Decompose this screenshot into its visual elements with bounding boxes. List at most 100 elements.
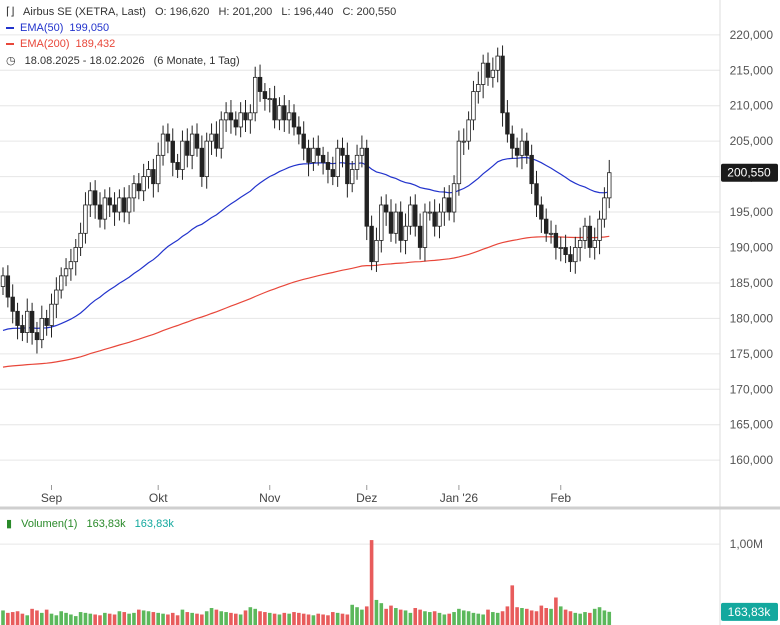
volume-label: Volumen(1) xyxy=(21,518,78,530)
volume-bar xyxy=(432,611,437,625)
volume-bar xyxy=(520,608,524,625)
candle-body xyxy=(325,162,331,170)
candle-body xyxy=(427,211,432,214)
candle-body xyxy=(602,197,607,220)
candle-body xyxy=(573,247,578,263)
candle-body xyxy=(267,98,272,101)
volume-bar xyxy=(578,613,582,625)
price-tick-label: 180,000 xyxy=(730,311,774,325)
candle-body xyxy=(219,119,224,149)
candle-body xyxy=(442,197,447,213)
candle-body xyxy=(558,247,563,249)
volume-bar xyxy=(481,614,485,625)
volume-bar xyxy=(437,612,442,625)
volume-bar xyxy=(30,608,34,625)
candle-body xyxy=(461,140,466,143)
legend-range: ◷ 18.08.2025 - 18.02.2026 (6 Monate, 1 T… xyxy=(6,54,246,67)
volume-bar xyxy=(364,606,369,625)
candle-body xyxy=(597,218,602,241)
volume-bar xyxy=(403,610,408,625)
candle-body xyxy=(20,325,25,333)
clock-icon: ◷ xyxy=(6,55,16,67)
volume-bar xyxy=(1,610,5,625)
volume-bar xyxy=(20,613,25,625)
volume-bar xyxy=(200,614,204,625)
last-volume-badge xyxy=(721,602,778,621)
candle-body xyxy=(151,169,156,185)
candle-body xyxy=(316,147,321,156)
candle-body xyxy=(408,204,413,227)
volume-bar xyxy=(525,608,529,625)
candle-body xyxy=(519,140,525,156)
volume-bar xyxy=(413,608,418,625)
date-range: 18.08.2025 - 18.02.2026 xyxy=(24,55,145,67)
candle-body xyxy=(73,247,78,263)
volume-bar xyxy=(69,614,73,625)
candle-body xyxy=(446,197,452,213)
candle-body xyxy=(204,140,209,178)
volume-tick-label: 1,00M xyxy=(730,537,763,551)
volume-bar xyxy=(272,613,277,625)
volume-bar xyxy=(238,614,243,625)
candle-body xyxy=(189,133,195,156)
legend-volume: ▮ Volumen(1) 163,83k 163,83k xyxy=(6,517,180,530)
candle-body xyxy=(10,296,15,312)
volume-value-alt: 163,83k xyxy=(134,518,174,530)
volume-bar xyxy=(253,608,257,625)
price-tick-label: 175,000 xyxy=(730,347,774,361)
volume-bar xyxy=(355,607,359,625)
candle-body xyxy=(54,289,59,305)
volume-bar xyxy=(73,616,78,625)
candle-body xyxy=(107,197,112,206)
last-price-badge-text: 200,550 xyxy=(727,166,771,180)
legend-instrument: ⌈⌋ Airbus SE (XETRA, Last) O: 196,620 H:… xyxy=(6,5,402,18)
volume-bar xyxy=(558,606,563,625)
price-tick-label: 220,000 xyxy=(730,28,774,42)
volume-bar xyxy=(335,612,340,625)
volume-bar xyxy=(204,611,209,625)
candle-body xyxy=(262,91,268,100)
volume-bar xyxy=(316,613,321,625)
candle-body xyxy=(277,105,282,121)
volume-bar xyxy=(137,609,141,625)
volume-bar xyxy=(539,605,544,625)
candle-body xyxy=(117,197,122,213)
candle-body xyxy=(529,154,534,185)
volume-bar xyxy=(93,614,97,625)
candle-body xyxy=(359,147,365,156)
volume-bar xyxy=(369,540,374,625)
candle-body xyxy=(296,126,302,135)
candle-body xyxy=(34,332,40,341)
candle-body xyxy=(92,190,98,206)
volume-bar xyxy=(583,612,587,625)
candle-body xyxy=(456,140,462,185)
volume-bar xyxy=(185,612,190,625)
volume-bar xyxy=(379,603,384,625)
volume-bar xyxy=(515,607,519,625)
volume-bar xyxy=(54,615,59,625)
ema200-value: 189,432 xyxy=(75,38,116,50)
volume-bar xyxy=(491,612,495,625)
candle-body xyxy=(126,197,132,213)
candle-body xyxy=(544,218,549,234)
volume-bar xyxy=(345,614,350,625)
price-tick-label: 160,000 xyxy=(730,453,774,467)
candle-body xyxy=(451,183,457,213)
candle-body xyxy=(524,140,529,156)
candle-body xyxy=(349,169,355,185)
volume-bar xyxy=(88,613,93,625)
price-tick-label: 190,000 xyxy=(730,241,774,255)
volume-bar xyxy=(428,612,432,625)
candle-body xyxy=(510,133,515,149)
price-tick-label: 165,000 xyxy=(730,418,774,432)
volume-bar xyxy=(229,612,233,625)
x-tick-label: Jan '26 xyxy=(440,491,479,505)
candle-body xyxy=(238,112,243,128)
price-tick-label: 215,000 xyxy=(730,63,774,77)
candle-body xyxy=(39,317,44,341)
volume-bar xyxy=(151,612,156,625)
price-tick-label: 185,000 xyxy=(730,276,774,290)
candle-body xyxy=(170,140,175,163)
candle-body xyxy=(97,204,103,220)
